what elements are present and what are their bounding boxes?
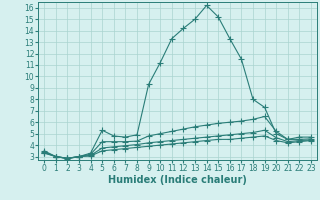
X-axis label: Humidex (Indice chaleur): Humidex (Indice chaleur): [108, 175, 247, 185]
